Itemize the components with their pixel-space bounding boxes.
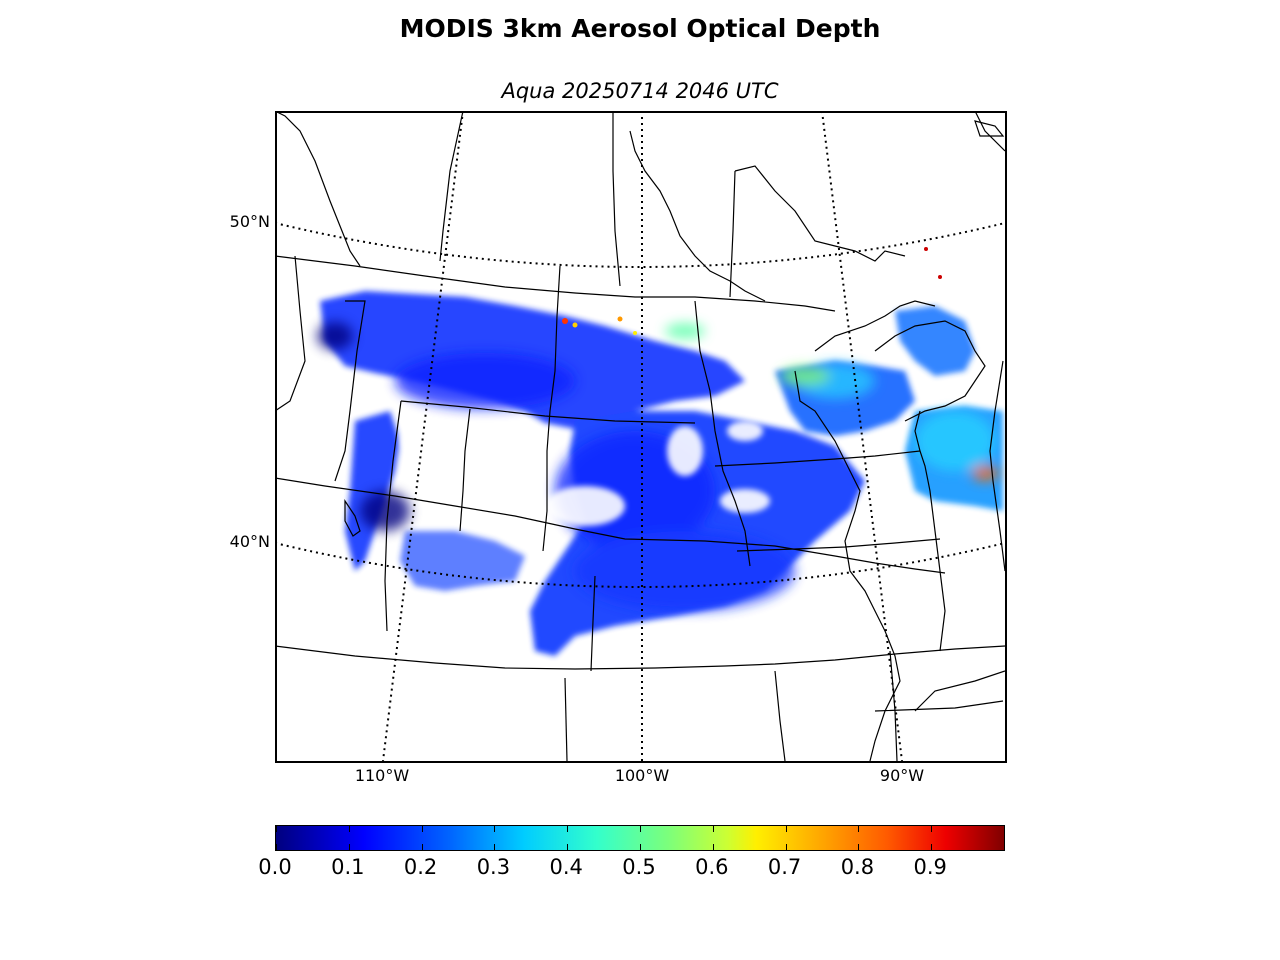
colorbar-tick <box>785 844 787 850</box>
map-title: MODIS 3km Aerosol Optical Depth <box>399 14 881 43</box>
colorbar-tick <box>712 826 714 832</box>
colorbar-tick-label: 0.9 <box>913 855 947 879</box>
colorbar <box>275 825 1005 851</box>
colorbar-tick <box>640 826 641 832</box>
colorbar-tick-label: 0.5 <box>622 855 656 879</box>
map-subtitle: Aqua 20250714 2046 UTC <box>501 79 779 103</box>
colorbar-tick-label: 0.7 <box>767 855 802 879</box>
colorbar-tick <box>494 844 496 850</box>
colorbar-tick <box>858 844 860 850</box>
colorbar-tick <box>494 826 496 832</box>
colorbar-tick <box>567 826 569 832</box>
colorbar-tick-label: 0.6 <box>695 855 729 879</box>
colorbar-tick-label: 0.2 <box>403 855 438 879</box>
colorbar-tick <box>348 826 350 832</box>
lat-label-50n: 50°N <box>229 212 270 231</box>
colorbar-tick <box>567 844 569 850</box>
colorbar-tick <box>931 826 933 832</box>
lon-label-110w: 110°W <box>354 766 410 785</box>
colorbar-tick <box>421 826 423 832</box>
map-area <box>275 111 1005 761</box>
colorbar-tick-label: 0.4 <box>549 855 583 879</box>
colorbar-tick <box>640 844 641 850</box>
colorbar-tick <box>276 826 277 832</box>
lon-label-90w: 90°W <box>879 766 925 785</box>
aod-region-idaho <box>345 411 400 571</box>
colorbar-tick <box>348 844 350 850</box>
aod-region-southwest <box>400 531 525 591</box>
boundaries <box>275 111 1005 761</box>
colorbar-tick-label: 0.8 <box>840 855 875 879</box>
aod-region-michigan <box>895 306 975 376</box>
colorbar-tick <box>712 844 714 850</box>
colorbar-tick <box>785 826 787 832</box>
colorbar-tick <box>421 844 423 850</box>
colorbar-tick-label: 0.3 <box>476 855 511 879</box>
aerosol-field <box>317 247 1003 656</box>
lat-label-40n: 40°N <box>229 532 270 551</box>
colorbar-tick-label: 0.1 <box>331 855 365 879</box>
colorbar-tick <box>931 844 933 850</box>
colorbar-tick <box>276 844 277 850</box>
lon-label-100w: 100°W <box>614 766 670 785</box>
colorbar-tick <box>858 826 860 832</box>
colorbar-tick-label: 0.0 <box>258 855 292 879</box>
graticule <box>275 111 1005 761</box>
